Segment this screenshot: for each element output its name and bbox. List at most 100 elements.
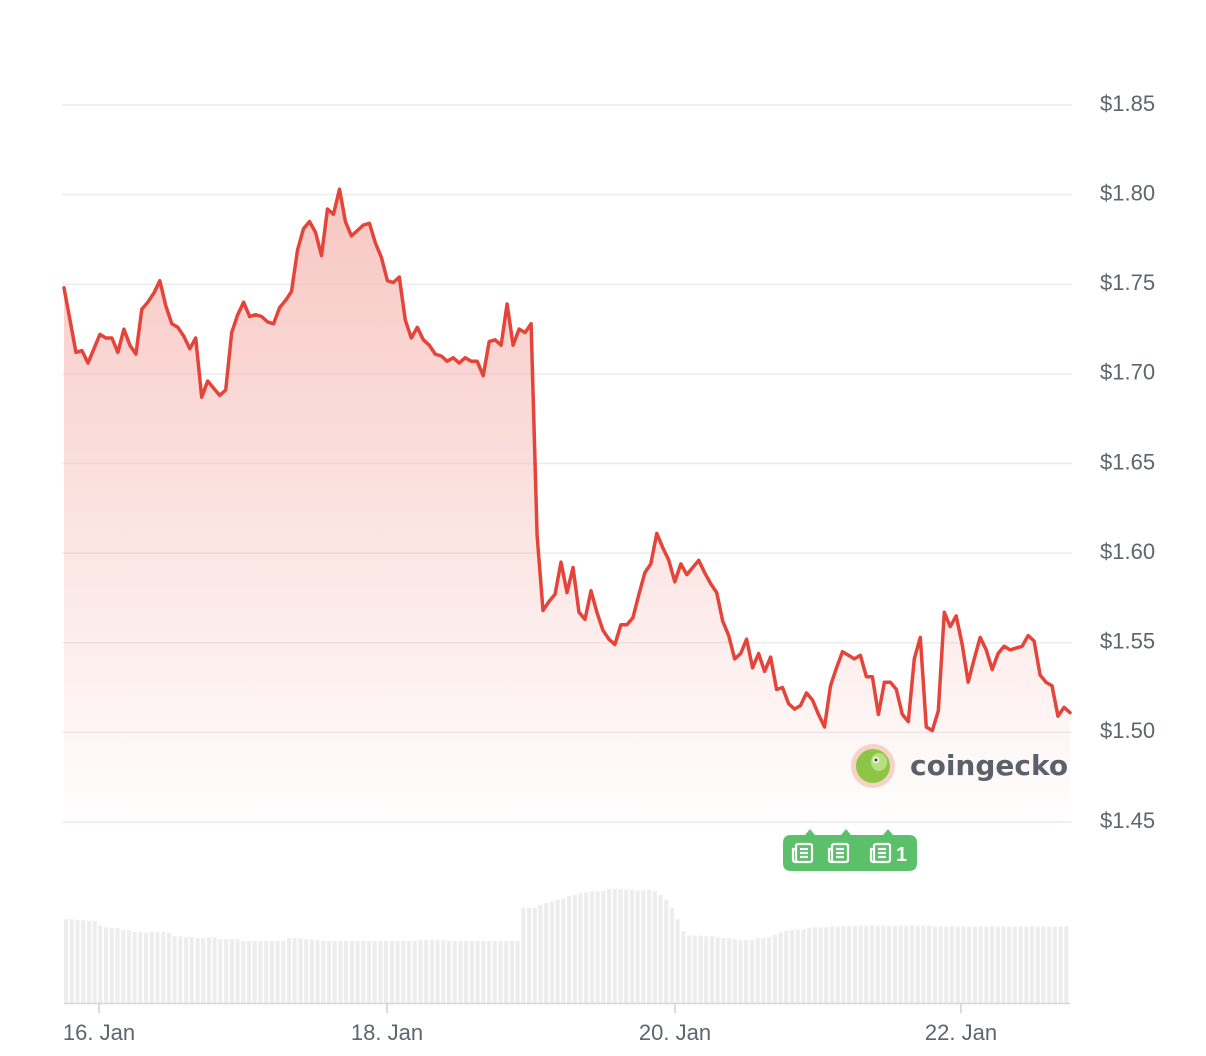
volume-bar <box>252 940 257 1003</box>
volume-bar <box>138 931 143 1003</box>
volume-bar <box>452 940 457 1003</box>
watermark-text: coingecko <box>910 749 1068 782</box>
volume-bar <box>1001 926 1006 1003</box>
volume-bar <box>281 940 286 1003</box>
volume-bar <box>761 938 766 1003</box>
volume-bar <box>772 934 777 1003</box>
volume-bar <box>789 930 795 1003</box>
volume-bar <box>269 940 274 1003</box>
volume-bar <box>195 938 200 1003</box>
volume-bar <box>641 890 646 1003</box>
volume-bar <box>709 936 715 1003</box>
volume-bar <box>938 926 943 1003</box>
y-tick-label: $1.65 <box>1100 449 1155 474</box>
volume-bar <box>904 925 909 1003</box>
volume-bar <box>721 938 726 1003</box>
y-tick-label: $1.50 <box>1100 718 1155 743</box>
volume-bar <box>812 927 817 1003</box>
volume-bar <box>521 907 526 1003</box>
volume-bar <box>538 904 543 1003</box>
volume-bar <box>698 935 703 1003</box>
volume-bar <box>881 925 886 1003</box>
volume-bar <box>132 931 137 1003</box>
volume-bar <box>332 940 337 1003</box>
volume-bar <box>395 940 400 1003</box>
volume-bar <box>1024 926 1029 1003</box>
volume-bar <box>1052 926 1057 1003</box>
volume-bar <box>704 936 709 1003</box>
volume-bar <box>344 940 349 1003</box>
volume-bar <box>81 920 86 1003</box>
volume-bar <box>361 940 366 1003</box>
volume-bar <box>618 888 623 1003</box>
volume-bar <box>687 935 692 1003</box>
volume-bar <box>635 890 640 1003</box>
y-tick-label: $1.85 <box>1100 91 1155 116</box>
price-line[interactable] <box>62 187 1072 733</box>
volume-bar <box>755 938 760 1003</box>
volume-bar <box>1047 926 1052 1003</box>
volume-bar <box>446 940 452 1003</box>
volume-bar <box>778 932 783 1003</box>
volume-bar <box>441 940 446 1003</box>
coingecko-watermark: coingecko <box>851 744 1068 788</box>
volume-bar <box>149 931 154 1003</box>
volume-bar <box>1007 926 1012 1003</box>
volume-bar <box>492 940 497 1003</box>
volume-bar <box>835 926 840 1003</box>
volume-bar <box>286 938 292 1003</box>
volume-bar <box>481 940 486 1003</box>
volume-bar <box>264 940 269 1003</box>
volume-bar <box>526 907 532 1003</box>
volume-bar <box>829 926 835 1003</box>
volume-bar <box>275 940 280 1003</box>
volume-bar <box>544 903 549 1003</box>
volume-bar <box>1058 926 1063 1003</box>
volume-bar <box>435 940 440 1003</box>
y-tick-label: $1.45 <box>1100 808 1155 833</box>
x-tick-label: 22. Jan <box>925 1020 997 1045</box>
volume-bar <box>589 891 594 1003</box>
volume-bar <box>166 932 172 1003</box>
volume-bar <box>595 891 600 1003</box>
volume-bar <box>652 891 657 1003</box>
volume-bar <box>464 940 469 1003</box>
volume-bar <box>909 925 915 1003</box>
volume-bar <box>1012 926 1017 1003</box>
volume-bars <box>64 888 1069 1003</box>
volume-bar <box>64 919 69 1003</box>
x-tick-label: 16. Jan <box>63 1020 135 1045</box>
price-area <box>64 189 1070 822</box>
volume-bar <box>858 925 863 1003</box>
x-axis: 16. Jan 18. Jan 20. Jan 22. Jan <box>63 1002 1070 1045</box>
volume-bar <box>549 901 554 1003</box>
volume-bar <box>824 927 829 1003</box>
volume-bar <box>109 928 114 1003</box>
volume-bar <box>241 940 246 1003</box>
volume-bar <box>555 899 560 1003</box>
volume-bar <box>601 890 606 1003</box>
news-badge[interactable]: 1 <box>783 829 917 871</box>
volume-bar <box>418 940 423 1003</box>
volume-bar <box>801 929 806 1003</box>
volume-bar <box>384 940 389 1003</box>
newspaper-icon <box>827 842 850 864</box>
volume-bar <box>744 940 749 1003</box>
volume-bar <box>675 919 680 1003</box>
volume-bar <box>298 938 303 1003</box>
volume-bar <box>961 926 966 1003</box>
volume-bar <box>429 940 434 1003</box>
volume-bar <box>921 925 926 1003</box>
volume-bar <box>647 889 652 1003</box>
volume-bar <box>366 940 372 1003</box>
volume-bar <box>578 893 583 1003</box>
volume-bar <box>584 892 589 1003</box>
volume-bar <box>818 927 823 1003</box>
volume-bar <box>469 940 474 1003</box>
volume-bar <box>978 926 983 1003</box>
news-count: 1 <box>896 844 907 866</box>
volume-bar <box>607 888 612 1003</box>
volume-bar <box>86 921 91 1003</box>
volume-bar <box>309 939 314 1003</box>
newspaper-icon <box>791 842 814 864</box>
